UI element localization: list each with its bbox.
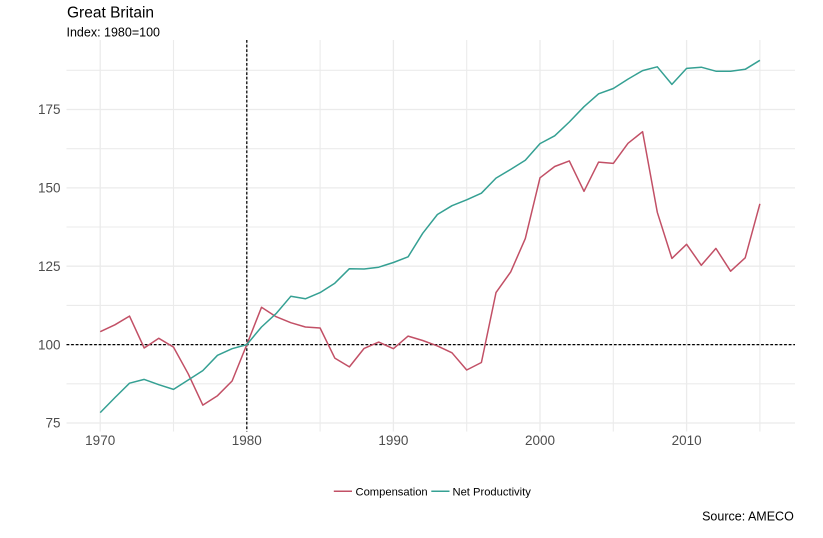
svg-text:2000: 2000 <box>525 433 555 448</box>
svg-text:125: 125 <box>38 259 61 274</box>
svg-text:1970: 1970 <box>85 433 115 448</box>
svg-text:150: 150 <box>38 181 61 196</box>
svg-text:Compensation: Compensation <box>356 486 428 498</box>
svg-text:2010: 2010 <box>672 433 702 448</box>
svg-text:Great Britain: Great Britain <box>67 5 154 22</box>
svg-text:75: 75 <box>45 416 60 431</box>
svg-text:Net Productivity: Net Productivity <box>453 486 532 498</box>
svg-text:Index: 1980=100: Index: 1980=100 <box>67 25 161 39</box>
svg-text:100: 100 <box>38 337 61 352</box>
svg-text:Source: AMECO: Source: AMECO <box>702 510 794 524</box>
svg-text:1990: 1990 <box>378 433 408 448</box>
svg-text:1980: 1980 <box>232 433 262 448</box>
svg-text:175: 175 <box>38 102 61 117</box>
